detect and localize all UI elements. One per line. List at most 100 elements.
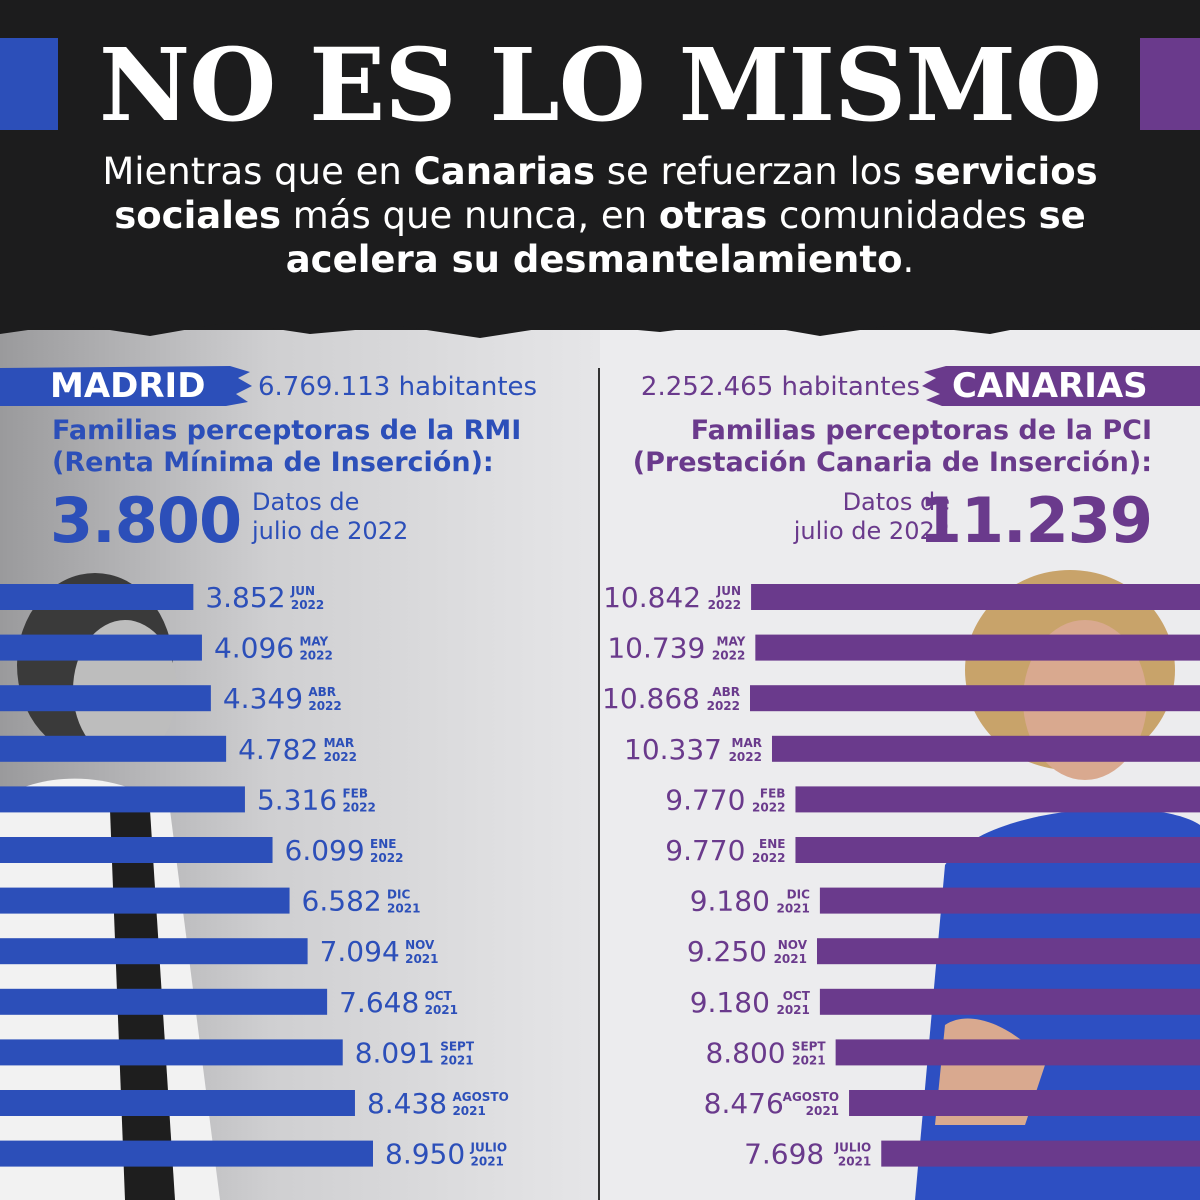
canarias-bar-year: 2022	[712, 649, 745, 663]
madrid-bar-month: MAY	[299, 635, 328, 649]
canarias-bar	[819, 988, 1200, 1015]
madrid-bar-month: OCT	[425, 989, 453, 1003]
canarias-date-line2: julio de 2022	[793, 517, 950, 545]
subtitle-part: comunidades	[767, 194, 1039, 237]
canarias-bar-year: 2022	[708, 598, 741, 612]
canarias-bar-year: 2022	[729, 750, 762, 764]
madrid-bar-year: 2021	[405, 952, 438, 966]
canarias-bar-year: 2021	[838, 1155, 871, 1169]
subtitle-part: se refuerzan los	[594, 150, 914, 193]
madrid-bar-month: SEPT	[440, 1039, 475, 1053]
page-title: NO ES LO MISMO	[98, 26, 1102, 144]
madrid-bar-month: ENE	[370, 837, 396, 851]
madrid-bar	[0, 988, 328, 1015]
canarias-bar	[849, 1090, 1200, 1116]
canarias-brush-stroke	[922, 366, 1200, 406]
subtitle-part: .	[902, 238, 915, 281]
madrid-bar-value: 6.582	[302, 885, 382, 918]
canarias-bar-month: JUN	[716, 584, 741, 598]
canarias-bar-month: ABR	[712, 685, 740, 699]
madrid-bar-month: AGOSTO	[452, 1090, 508, 1104]
madrid-date-line2: julio de 2022	[252, 517, 409, 545]
header-banner	[0, 0, 1200, 330]
madrid-metric-label-line1: Familias perceptoras de la RMI	[52, 415, 522, 446]
madrid-bar-year: 2021	[387, 902, 420, 916]
madrid-bar-value: 7.648	[339, 986, 419, 1019]
canarias-bar-year: 2021	[776, 1003, 809, 1017]
subtitle-part: Mientras que en	[102, 150, 414, 193]
madrid-bar-year: 2021	[452, 1104, 485, 1118]
canarias-bar-month: ENE	[759, 837, 785, 851]
canarias-label: CANARIAS	[952, 366, 1148, 406]
madrid-bar-value: 8.091	[355, 1036, 435, 1069]
madrid-bar-value: 4.782	[238, 733, 318, 766]
madrid-bar	[0, 786, 245, 813]
subtitle-part: se acelera su desmantelamiento	[285, 194, 1086, 281]
madrid-bar-year: 2021	[440, 1053, 473, 1067]
canarias-bar-value: 7.698	[744, 1138, 824, 1171]
canarias-bar-value: 9.250	[687, 935, 767, 968]
madrid-bar-month: MAR	[324, 736, 354, 750]
madrid-bar-value: 3.852	[205, 581, 285, 614]
canarias-bar-month: MAR	[732, 736, 762, 750]
madrid-bar-year: 2022	[342, 800, 375, 814]
canarias-bar-year: 2021	[776, 902, 809, 916]
madrid-bar	[0, 837, 273, 863]
canarias-bar-year: 2021	[792, 1053, 825, 1067]
madrid-population: 6.769.113 habitantes	[258, 372, 538, 402]
canarias-bar-value: 9.180	[690, 885, 770, 918]
canarias-bar-month: MAY	[717, 635, 746, 649]
title-accent-right	[1140, 38, 1200, 130]
madrid-bar	[0, 1140, 373, 1167]
canarias-bar	[751, 584, 1200, 610]
madrid-bar-year: 2022	[324, 750, 357, 764]
madrid-bar-month: DIC	[387, 888, 410, 902]
madrid-bar	[0, 938, 308, 965]
madrid-bar	[0, 735, 227, 762]
canarias-bar-year: 2022	[707, 699, 740, 713]
canarias-bar	[835, 1039, 1200, 1066]
madrid-bar-month: FEB	[342, 786, 368, 800]
canarias-bar-value: 10.842	[603, 581, 701, 614]
canarias-bar	[750, 685, 1200, 712]
canarias-date-line1: Datos de	[842, 488, 950, 516]
madrid-bar-value: 4.096	[214, 632, 294, 665]
madrid-bar	[0, 634, 202, 661]
canarias-bar-month: DIC	[787, 888, 810, 902]
page-subtitle: Mientras que en Canarias se refuerzan lo…	[60, 150, 1140, 282]
canarias-bar	[795, 837, 1200, 863]
canarias-bar-month: NOV	[778, 938, 808, 952]
madrid-bar-year: 2022	[308, 699, 341, 713]
canarias-bar-value: 10.868	[602, 682, 700, 715]
canarias-population: 2.252.465 habitantes	[640, 372, 920, 402]
title-accent-left	[0, 38, 58, 130]
canarias-bar	[795, 786, 1200, 813]
canarias-bar-value: 8.800	[705, 1036, 785, 1069]
canarias-bar-value: 9.180	[690, 986, 770, 1019]
canarias-bar-value: 10.337	[624, 733, 722, 766]
madrid-bar-value: 8.438	[367, 1087, 447, 1120]
canarias-bar-year: 2022	[752, 851, 785, 865]
madrid-bar-year: 2021	[425, 1003, 458, 1017]
canarias-bar-value: 8.476	[704, 1087, 784, 1120]
madrid-bar-year: 2021	[471, 1155, 504, 1169]
canarias-bar-month: AGOSTO	[783, 1090, 839, 1104]
madrid-bar	[0, 887, 290, 914]
subtitle-part: servicios sociales	[114, 150, 1098, 237]
madrid-bar-month: JUN	[290, 584, 315, 598]
subtitle-part: Canarias	[413, 150, 595, 193]
madrid-bar	[0, 1039, 343, 1066]
madrid-bar-value: 6.099	[285, 834, 365, 867]
madrid-bar	[0, 1090, 355, 1116]
subtitle-part: más que nunca, en	[281, 194, 659, 237]
madrid-bar-value: 7.094	[320, 935, 400, 968]
canarias-bar	[881, 1140, 1200, 1167]
canarias-bar	[816, 938, 1200, 965]
canarias-bar	[771, 735, 1200, 762]
madrid-bar	[0, 584, 194, 610]
madrid-bar-year: 2022	[291, 598, 324, 612]
canarias-bar-year: 2022	[752, 800, 785, 814]
canarias-bar-value: 9.770	[665, 783, 745, 816]
center-divider	[598, 368, 600, 1200]
